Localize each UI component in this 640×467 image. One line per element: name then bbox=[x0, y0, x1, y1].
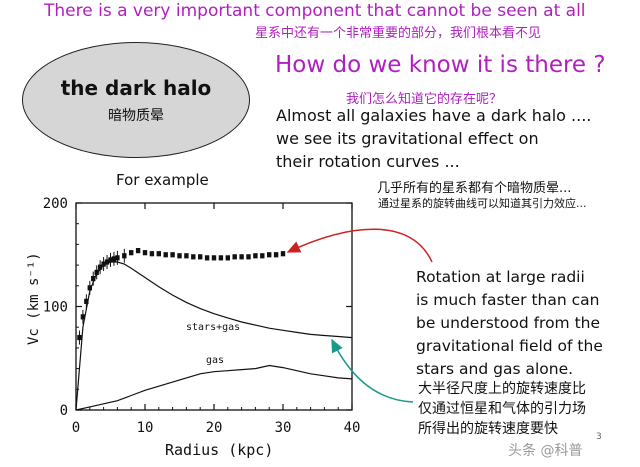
body-chinese-line-2: 通过星系的旋转曲线可以知道其引力效应... bbox=[378, 197, 587, 210]
data-point-observed bbox=[163, 252, 168, 258]
x-tick-label-40: 40 bbox=[344, 420, 361, 436]
data-point-observed bbox=[142, 250, 148, 256]
teal-arrow bbox=[331, 338, 414, 403]
data-point-observed bbox=[198, 254, 203, 260]
series-line-gas bbox=[75, 364, 353, 411]
red-arrow bbox=[286, 228, 433, 263]
annotation-gas: gas bbox=[206, 355, 224, 366]
axis-tick-labels: 0 10 20 30 40 0 100 200 bbox=[43, 196, 361, 436]
slide-title-chinese: 星系中还有一个非常重要的部分，我们根本看不见 bbox=[255, 26, 542, 41]
data-point-observed bbox=[273, 252, 279, 258]
data-point-observed bbox=[135, 248, 141, 254]
data-point-observed bbox=[204, 255, 210, 261]
y-tick-label-0: 0 bbox=[60, 403, 68, 419]
note-chinese-line-2: 仅通过恒星和气体的引力场 bbox=[418, 401, 586, 417]
halo-label-chinese: 暗物质晕 bbox=[108, 108, 164, 124]
note-chinese-line-3: 所得出的旋转速度要快 bbox=[418, 421, 558, 437]
note-line-5: stars and gas alone. bbox=[416, 360, 574, 378]
data-point-observed bbox=[211, 255, 217, 261]
y-tick-label-100: 100 bbox=[43, 300, 68, 316]
x-tick-label-0: 0 bbox=[72, 420, 80, 436]
note-line-3: be understood from the bbox=[416, 314, 601, 332]
data-point-observed bbox=[170, 252, 175, 258]
data-point-observed bbox=[267, 252, 272, 258]
note-line-2: is much faster than can bbox=[416, 291, 600, 309]
data-point-observed bbox=[129, 250, 134, 256]
data-point-observed bbox=[232, 254, 237, 260]
data-point-observed bbox=[184, 253, 189, 259]
data-point-observed bbox=[177, 253, 182, 259]
series-layer bbox=[75, 248, 353, 411]
body-line-2: we see its gravitational effect on bbox=[276, 129, 539, 148]
data-point-observed bbox=[239, 254, 244, 260]
page-number: 3 bbox=[596, 432, 602, 442]
data-point-observed bbox=[225, 255, 230, 261]
for-example-label: For example bbox=[116, 171, 209, 189]
body-chinese-line-1: 几乎所有的星系都有个暗物质晕... bbox=[377, 181, 572, 196]
x-tick-label-30: 30 bbox=[275, 420, 292, 436]
data-point-observed bbox=[156, 251, 161, 257]
slide-title: There is a very important component that… bbox=[44, 1, 586, 21]
body-line-3: their rotation curves ... bbox=[276, 152, 460, 171]
axis-ticks bbox=[75, 202, 353, 411]
data-point-observed bbox=[149, 251, 155, 257]
y-tick-label-200: 200 bbox=[43, 196, 68, 212]
annotation-stars-gas: stars+gas bbox=[186, 322, 240, 333]
series-line-stars-gas bbox=[75, 261, 353, 411]
data-point-observed bbox=[280, 251, 286, 257]
halo-label: the dark halo bbox=[60, 76, 212, 100]
dark-halo-ellipse bbox=[22, 42, 250, 158]
watermark: 头条 @科普 bbox=[508, 443, 583, 459]
data-point-observed bbox=[246, 254, 251, 260]
data-point-observed bbox=[253, 253, 258, 259]
question-heading-chinese: 我们怎么知道它的存在呢？ bbox=[346, 92, 503, 107]
note-chinese-line-1: 大半径尺度上的旋转速度比 bbox=[418, 381, 586, 397]
data-point-observed bbox=[218, 255, 224, 261]
y-axis-label: Vc (km s⁻¹) bbox=[26, 252, 42, 345]
x-tick-label-10: 10 bbox=[137, 420, 154, 436]
note-line-4: gravitational field of the bbox=[416, 337, 603, 355]
note-line-1: Rotation at large radii bbox=[416, 268, 585, 286]
data-point-observed bbox=[191, 254, 196, 260]
x-tick-label-20: 20 bbox=[206, 420, 223, 436]
plot-frame bbox=[75, 202, 353, 411]
data-point-observed bbox=[260, 253, 265, 259]
x-axis-label: Radius (kpc) bbox=[165, 441, 273, 459]
body-line-1: Almost all galaxies have a dark halo ...… bbox=[276, 106, 592, 125]
question-heading: How do we know it is there ? bbox=[275, 52, 606, 78]
